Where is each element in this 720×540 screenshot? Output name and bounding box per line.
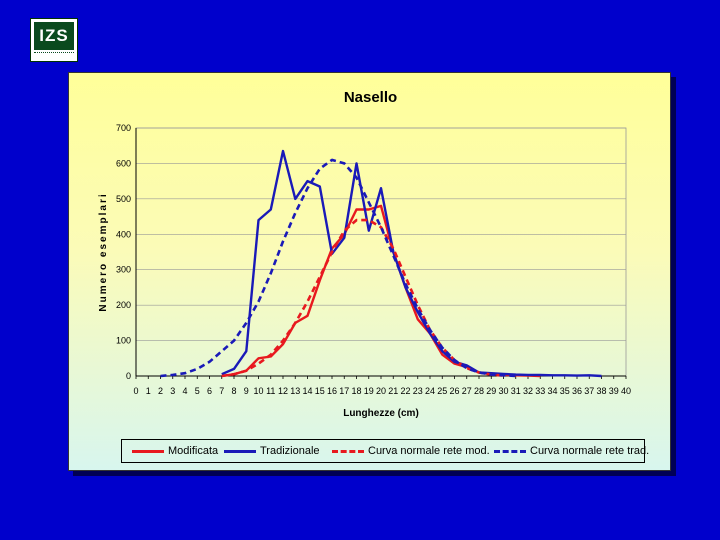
chart-panel: Nasello 0 100 200 300 400 500 600 700 0 1 2 3 4 5 6 7 8 9… xyxy=(68,72,671,471)
x-tick-label: 35 xyxy=(560,386,570,396)
x-tick-label: 18 xyxy=(351,386,361,396)
x-tick-label: 24 xyxy=(425,386,435,396)
y-tick-label: 400 xyxy=(116,229,131,239)
x-tick-label: 20 xyxy=(376,386,386,396)
x-tick-label: 23 xyxy=(413,386,423,396)
y-tick-label: 0 xyxy=(126,371,131,381)
legend-swatch-tradizionale xyxy=(224,450,256,453)
x-tick-label: 40 xyxy=(621,386,631,396)
legend-label-tradizionale: Tradizionale xyxy=(260,445,320,457)
x-tick-label: 12 xyxy=(278,386,288,396)
legend-label-modificata: Modificata xyxy=(168,445,219,457)
y-tick-label: 500 xyxy=(116,194,131,204)
x-tick-label: 31 xyxy=(511,386,521,396)
series-line-tradizionale xyxy=(221,149,602,378)
y-tick-label: 200 xyxy=(116,300,131,310)
x-tick-label: 15 xyxy=(315,386,325,396)
izs-logo: IZS xyxy=(30,18,78,62)
x-tick-label: 38 xyxy=(596,386,606,396)
x-tick-label: 0 xyxy=(133,386,138,396)
x-tick-label: 1 xyxy=(146,386,151,396)
legend-label-curva-mod: Curva normale rete mod. xyxy=(368,445,490,457)
y-tick-label: 700 xyxy=(116,123,131,133)
x-tick-label: 17 xyxy=(339,386,349,396)
x-tick-label: 13 xyxy=(290,386,300,396)
x-tick-label: 27 xyxy=(462,386,472,396)
x-tick-label: 28 xyxy=(474,386,484,396)
chart-legend: Modificata Tradizionale Curva normale re… xyxy=(121,439,649,463)
x-tick-label: 8 xyxy=(231,386,236,396)
legend-swatch-curva-trad xyxy=(494,450,526,453)
plot-area xyxy=(135,127,627,377)
series-line-curva-normale-rete-mod xyxy=(221,218,504,378)
x-tick-label: 19 xyxy=(364,386,374,396)
x-tick-label: 14 xyxy=(302,386,312,396)
y-tick-label: 300 xyxy=(116,265,131,275)
x-tick-label: 2 xyxy=(158,386,163,396)
x-tick-label: 9 xyxy=(244,386,249,396)
x-tick-label: 25 xyxy=(437,386,447,396)
y-axis-label: Numero esemplari xyxy=(98,192,109,311)
x-tick-label: 29 xyxy=(486,386,496,396)
x-tick-label: 16 xyxy=(327,386,337,396)
x-tick-label: 10 xyxy=(253,386,263,396)
x-tick-label: 7 xyxy=(219,386,224,396)
x-tick-label: 4 xyxy=(182,386,187,396)
chart-title: Nasello xyxy=(343,89,398,106)
x-tick-label: 5 xyxy=(195,386,200,396)
x-axis-label: Lunghezze (cm) xyxy=(343,408,419,419)
x-tick-label: 33 xyxy=(535,386,545,396)
x-tick-label: 37 xyxy=(584,386,594,396)
x-tick-label: 32 xyxy=(523,386,533,396)
y-tick-label: 600 xyxy=(116,158,131,168)
x-tick-label: 6 xyxy=(207,386,212,396)
legend-swatch-modificata xyxy=(132,450,164,453)
x-tick-label: 39 xyxy=(609,386,619,396)
series-line-modificata xyxy=(221,204,541,378)
series-line-curva-normale-rete-trad xyxy=(160,158,516,378)
logo-subline xyxy=(34,52,74,59)
x-tick-label: 30 xyxy=(498,386,508,396)
logo-text: IZS xyxy=(34,22,74,50)
x-tick-label: 3 xyxy=(170,386,175,396)
x-tick-label: 26 xyxy=(449,386,459,396)
x-tick-label: 22 xyxy=(400,386,410,396)
x-tick-label: 34 xyxy=(547,386,557,396)
x-tick-label: 11 xyxy=(266,386,275,396)
y-tick-label: 100 xyxy=(116,336,131,346)
legend-label-curva-trad: Curva normale rete trad. xyxy=(530,445,650,457)
x-tick-label: 21 xyxy=(388,386,398,396)
x-tick-label: 36 xyxy=(572,386,582,396)
legend-swatch-curva-mod xyxy=(332,450,364,453)
